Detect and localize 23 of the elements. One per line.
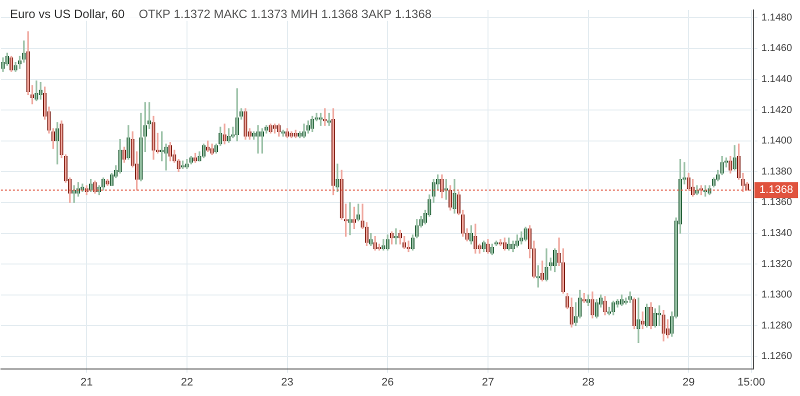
y-tick-label: 1.1420 xyxy=(761,104,792,116)
x-tick-label: 27 xyxy=(482,376,494,388)
y-tick-label: 1.1260 xyxy=(761,351,792,362)
x-tick-label: 29 xyxy=(682,376,695,388)
y-tick-label: 1.1480 xyxy=(761,12,792,24)
y-tick-label: 1.1280 xyxy=(761,320,792,332)
chart-subtitle: ОТКР 1.1372 МАКС 1.1373 МИН 1.1368 ЗАКР 1.1368 xyxy=(138,7,432,21)
y-tick-label: 1.1300 xyxy=(761,290,792,301)
x-tick-label: 15:00 xyxy=(738,376,766,388)
y-tick-label: 1.1400 xyxy=(761,136,792,147)
y-tick-label: 1.1440 xyxy=(761,74,792,86)
x-tick-label: 26 xyxy=(381,376,394,388)
y-tick-label: 1.1360 xyxy=(761,197,792,208)
chart-title: Euro vs US Dollar, 60 xyxy=(10,7,125,21)
y-tick-label: 1.1380 xyxy=(761,166,792,178)
y-tick-label: 1.1340 xyxy=(761,228,792,240)
x-tick-label: 23 xyxy=(281,376,294,388)
y-tick-label: 1.1320 xyxy=(761,258,792,270)
x-tick-label: 28 xyxy=(582,376,594,388)
x-tick-label: 21 xyxy=(80,376,93,388)
y-tick-label: 1.1460 xyxy=(761,43,792,54)
ref-line-label: 1.1368 xyxy=(759,184,794,196)
x-tick-label: 22 xyxy=(180,376,194,388)
